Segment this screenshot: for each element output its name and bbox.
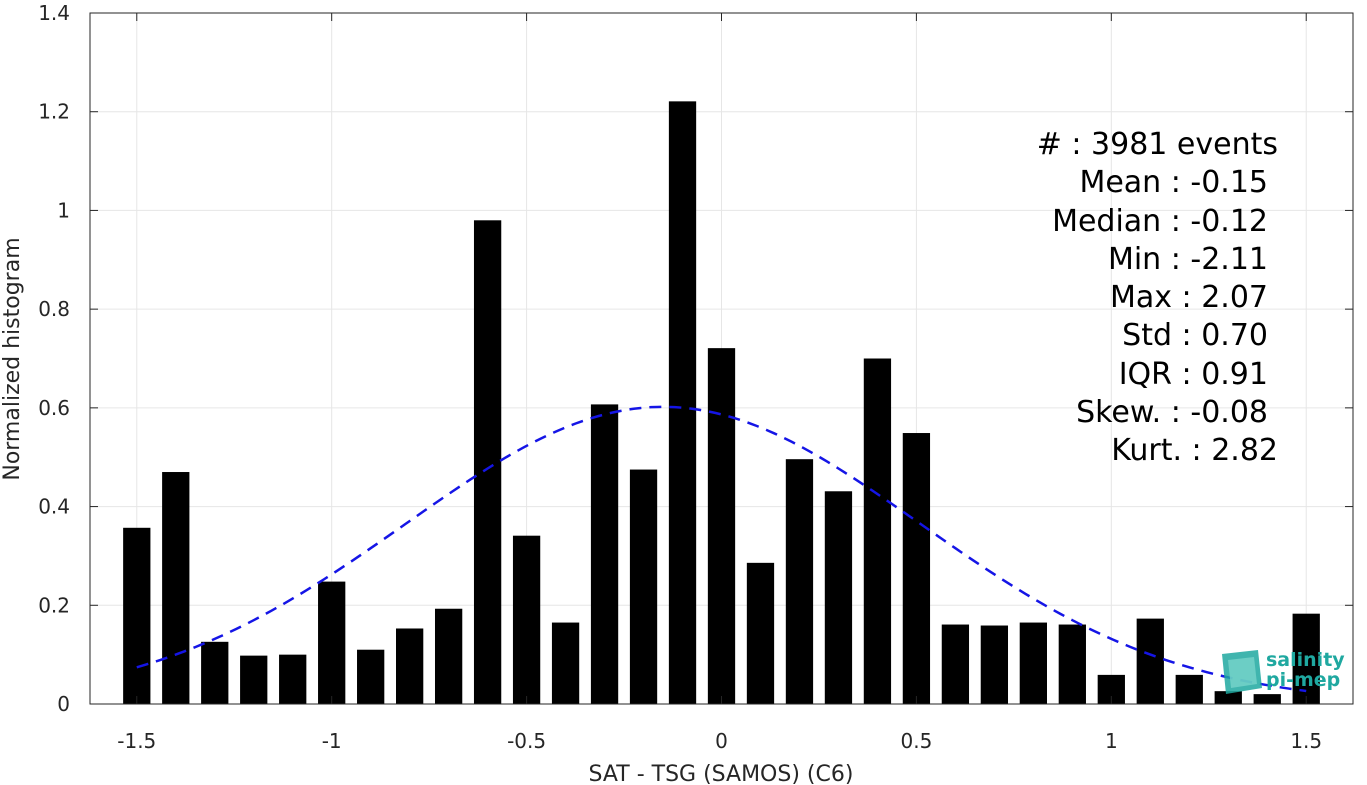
x-axis-label: SAT - TSG (SAMOS) (C6) xyxy=(589,762,854,785)
x-tick-label: 0 xyxy=(715,729,728,753)
stat-iqr: IQR : 0.91 xyxy=(1118,356,1268,392)
histogram-bar-12 xyxy=(590,404,619,704)
y-axis-ticks: 0 0.2 0.4 0.6 0.8 1 1.2 1.4 xyxy=(38,1,1353,716)
histogram-bar-16 xyxy=(746,562,775,704)
histogram-bar-5 xyxy=(318,581,346,704)
gaussian-fit-curve xyxy=(136,405,1307,693)
y-tick-label: 0.8 xyxy=(38,297,70,321)
logo-emblem-icon xyxy=(1222,650,1262,694)
stat-event-count: # : 3981 events xyxy=(1036,127,1278,162)
histogram-bar-20 xyxy=(902,433,931,704)
histogram-bar-2 xyxy=(201,641,229,704)
y-tick-label: 1.4 xyxy=(38,1,70,25)
histogram-bar-21 xyxy=(941,624,970,704)
histogram-bar-9 xyxy=(473,220,502,705)
histogram-bar-22 xyxy=(980,625,1009,704)
stat-median: Median : -0.12 xyxy=(1052,203,1268,239)
histogram-bar-4 xyxy=(279,654,307,704)
logo-text-salinity: salinity xyxy=(1266,649,1345,671)
histogram-bar-19 xyxy=(863,358,892,704)
histogram-bar-30 xyxy=(1292,613,1320,704)
histogram-bar-26 xyxy=(1136,618,1164,704)
x-axis-ticks: -1.5 -1 -0.5 0 0.5 1 1.5 xyxy=(117,13,1322,753)
histogram-bar-24 xyxy=(1058,624,1086,704)
histogram-bar-15 xyxy=(707,348,736,704)
histogram-bar-27 xyxy=(1175,674,1203,704)
histogram-bars xyxy=(123,101,1320,705)
grid-lines xyxy=(90,12,1353,705)
histogram-bar-7 xyxy=(396,628,424,704)
x-tick-label: -1.5 xyxy=(117,729,156,753)
stat-min: Min : -2.11 xyxy=(1107,241,1268,277)
stat-mean: Mean : -0.15 xyxy=(1079,165,1268,201)
histogram-bar-18 xyxy=(824,491,853,704)
y-tick-label: 0 xyxy=(57,692,70,716)
y-tick-label: 1 xyxy=(57,198,70,222)
histogram-bar-6 xyxy=(357,649,385,704)
y-tick-label: 1.2 xyxy=(38,100,70,124)
histogram-bar-11 xyxy=(551,622,580,704)
histogram-bar-13 xyxy=(629,469,658,704)
histogram-bar-0 xyxy=(123,527,151,704)
histogram-bar-29 xyxy=(1253,694,1281,704)
x-tick-label: -1 xyxy=(322,729,342,753)
y-tick-label: 0.6 xyxy=(38,396,70,420)
statistics-box: # : 3981 events Mean : -0.15 Median : -0… xyxy=(980,126,1280,471)
x-tick-label: -0.5 xyxy=(507,729,546,753)
histogram-bar-23 xyxy=(1019,622,1047,704)
x-tick-label: 0.5 xyxy=(901,729,933,753)
salinity-pimep-logo: salinity pi-mep xyxy=(1218,646,1348,696)
stat-kurtosis: Kurt. : 2.82 xyxy=(1111,433,1278,469)
x-tick-label: 1 xyxy=(1105,729,1118,753)
histogram-bar-3 xyxy=(240,655,268,704)
logo-text-pimep: pi-mep xyxy=(1266,669,1341,691)
y-tick-label: 0.2 xyxy=(38,593,70,617)
stat-std: Std : 0.70 xyxy=(1122,318,1268,354)
histogram-bar-17 xyxy=(785,459,814,704)
histogram-bar-28 xyxy=(1214,691,1242,704)
y-tick-label: 0.4 xyxy=(38,495,70,519)
histogram-bar-10 xyxy=(512,535,541,704)
stat-skewness: Skew. : -0.08 xyxy=(1076,395,1268,431)
histogram-bar-14 xyxy=(668,101,697,704)
x-tick-label: 1.5 xyxy=(1290,729,1322,753)
stat-max: Max : 2.07 xyxy=(1110,280,1268,316)
y-axis-label: Normalized histogram xyxy=(0,237,25,480)
histogram-bar-1 xyxy=(162,472,190,704)
histogram-bar-8 xyxy=(434,608,463,704)
